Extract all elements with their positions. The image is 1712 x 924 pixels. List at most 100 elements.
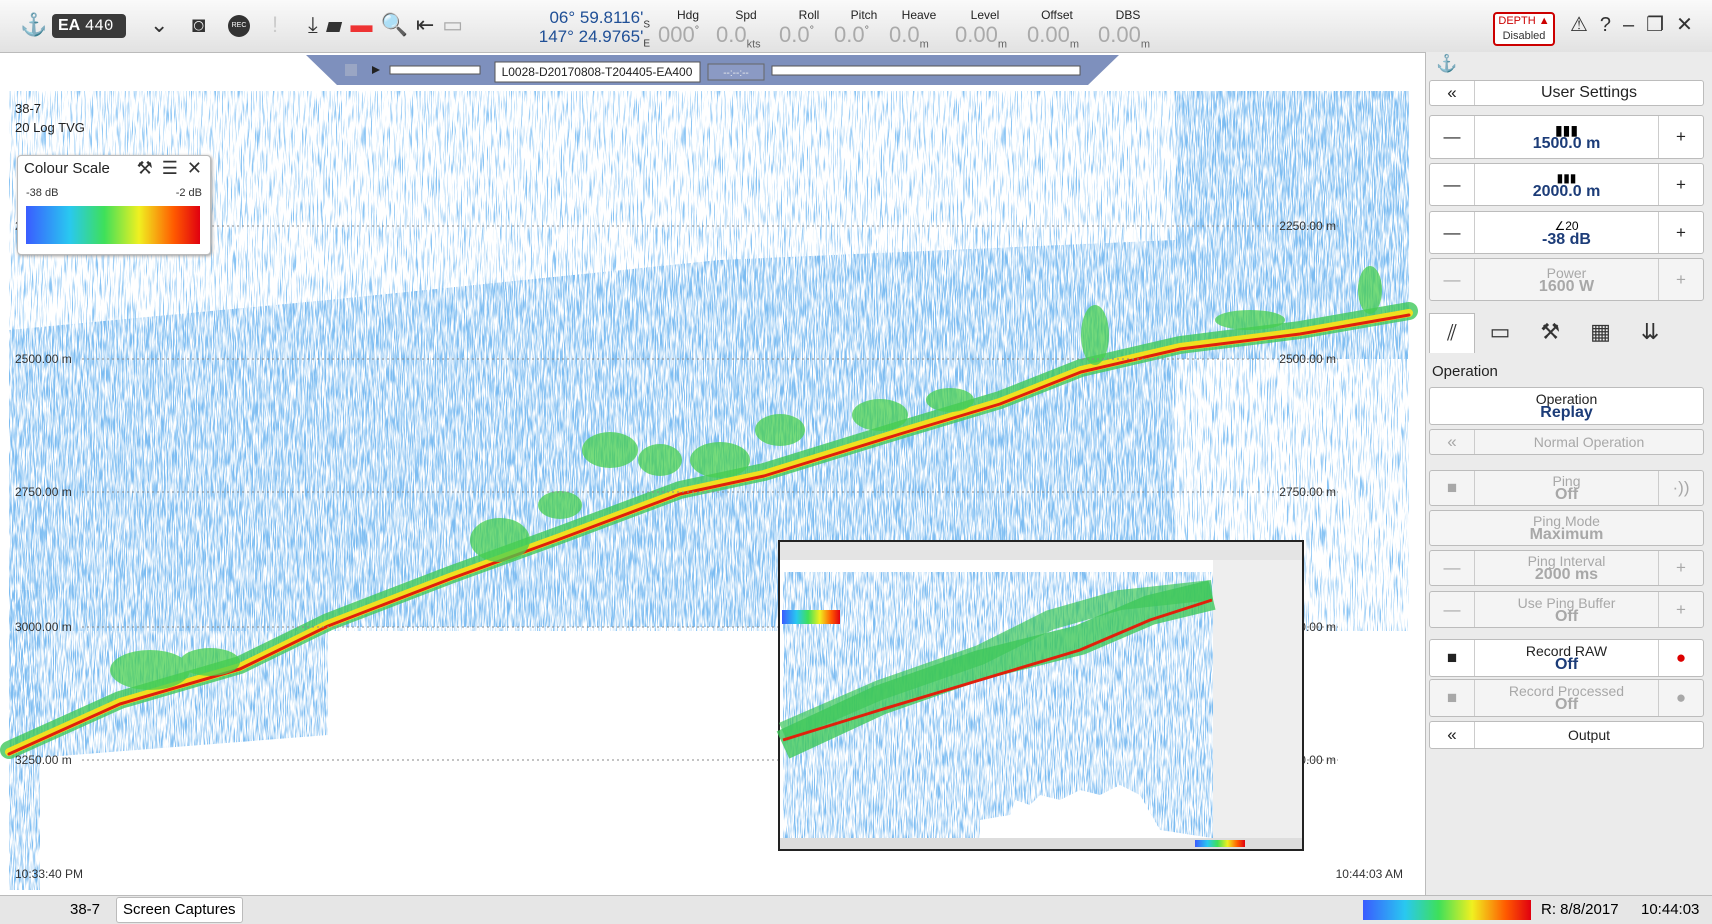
colour-scale-max: -2 dB <box>176 187 202 199</box>
field-unit: kts <box>747 38 761 50</box>
gain[interactable]: —∠20-38 dB+ <box>1429 211 1704 254</box>
tool-icons[interactable]: ⤓▰▬🔍⇤▭ <box>308 12 471 38</box>
depth-label-left: 3250.00 m <box>15 753 72 767</box>
field-unit: ° <box>810 25 814 37</box>
button-value: Off <box>1555 488 1578 502</box>
field-unit: m <box>998 38 1007 50</box>
range[interactable]: —▮▮▮1500.0 m+ <box>1429 115 1704 159</box>
start-range-value: 2000.0 m <box>1533 185 1601 199</box>
button-text: Ping Interval2000 ms <box>1475 551 1658 585</box>
side-panel: ⚓ «User Settings —▮▮▮1500.0 m+ —▮▮▮2000.… <box>1425 52 1712 895</box>
button-text: OperationReplay <box>1430 388 1703 424</box>
button-icon: ·)) <box>1658 471 1703 505</box>
colour-scale-title: Colour Scale <box>24 160 110 177</box>
button-value: Maximum <box>1530 528 1604 542</box>
depth-label-left: 3000.00 m <box>15 620 72 634</box>
end-time: 10:44:03 AM <box>1336 867 1403 881</box>
button-label: Normal Operation <box>1534 435 1645 449</box>
panel-button[interactable]: « Normal Operation <box>1429 429 1704 455</box>
lon-hemisphere: E <box>643 38 650 49</box>
button-icon: — <box>1430 592 1475 627</box>
replay-bar: L0028-D20170808-T204405-EA400 --:--:-- <box>306 55 1119 85</box>
field-value: 0.0° <box>834 22 869 48</box>
button-icon: ● <box>1658 680 1703 716</box>
section-title: Operation <box>1432 363 1498 380</box>
pin-icon[interactable]: ⚓ <box>1436 54 1457 74</box>
button-icon: ■ <box>1430 680 1475 716</box>
depth-alarm-label: DEPTH ▲ <box>1495 14 1553 29</box>
rec-icon[interactable]: REC <box>228 15 250 37</box>
button-value: Replay <box>1540 406 1592 420</box>
depth-label-right: 2250.00 m <box>1279 219 1336 233</box>
button-icon: « <box>1430 430 1475 454</box>
replay-file: L0028-D20170808-T204405-EA400 <box>502 65 693 79</box>
start-time: 10:33:40 PM <box>15 867 83 881</box>
tabs[interactable]: ⫽ ▭⚒▦⇊ <box>1429 313 1704 353</box>
model-badge[interactable]: EA 440 <box>52 14 126 38</box>
field-number: 0.00 <box>1027 22 1070 47</box>
button-value: Off <box>1555 610 1578 624</box>
button-label: Output <box>1568 728 1610 742</box>
model: 440 <box>85 17 114 35</box>
field-value: 0.00m <box>1098 22 1150 50</box>
depth-label-right: 2750.00 m <box>1279 485 1336 499</box>
button-icon: + <box>1658 551 1703 585</box>
button-icon: + <box>1658 592 1703 627</box>
status-tab[interactable]: Screen Captures <box>116 897 243 923</box>
colour-scale[interactable]: Colour Scale ⚒ ☰ ✕ -38 dB -2 dB <box>17 155 211 255</box>
range-value: 1500.0 m <box>1533 137 1601 151</box>
start-range[interactable]: —▮▮▮2000.0 m+ <box>1429 163 1704 206</box>
alert-icon[interactable]: ! <box>272 12 278 38</box>
field-unit: m <box>1141 38 1150 50</box>
gain-value: -38 dB <box>1542 233 1591 247</box>
channel: 38-7 <box>15 101 41 116</box>
panel-button[interactable]: «Output <box>1429 721 1704 749</box>
depth-label-right: 2500.00 m <box>1279 352 1336 366</box>
depth-alarm-state: Disabled <box>1495 29 1553 44</box>
menu-icon[interactable]: ⌄ <box>150 12 168 38</box>
tvg: 20 Log TVG <box>15 120 85 135</box>
field-number: 0.00 <box>1098 22 1141 47</box>
window-icons[interactable]: ⚠?–❐✕ <box>1570 12 1705 37</box>
button-icon: ● <box>1658 640 1703 676</box>
field-number: 0.0 <box>834 22 865 47</box>
field-label: Level <box>950 8 1020 22</box>
field-number: 0.00 <box>955 22 998 47</box>
depth-label: DEPTH <box>1498 15 1535 27</box>
colour-scale-bar <box>26 206 200 244</box>
depth-alarm[interactable]: DEPTH ▲ Disabled <box>1493 12 1555 46</box>
replay-clock: 10:44:03 <box>1641 901 1699 918</box>
button-text: Output <box>1475 722 1703 748</box>
field-unit: m <box>1070 38 1079 50</box>
latitude: 06° 59.8116' <box>549 8 643 27</box>
field-unit: ° <box>865 25 869 37</box>
colour-scale-min: -38 dB <box>26 187 58 199</box>
field-number: 0.0 <box>716 22 747 47</box>
colour-scale-buttons[interactable]: ⚒ ☰ ✕ <box>137 158 204 179</box>
button-value: Off <box>1555 698 1578 712</box>
field-number: 000 <box>658 22 695 47</box>
app-icon[interactable]: ⚓ <box>20 12 47 38</box>
button-text: PingOff <box>1475 471 1658 505</box>
field-value: 000° <box>658 22 699 48</box>
field-value: 0.00m <box>1027 22 1079 50</box>
depth-label-left: 2750.00 m <box>15 485 72 499</box>
field-number: 0.0 <box>889 22 920 47</box>
user-settings[interactable]: «User Settings <box>1429 80 1704 106</box>
button-value: Off <box>1555 658 1578 672</box>
camera-icon[interactable]: ◙ <box>192 12 205 38</box>
user-settings-title: User Settings <box>1541 86 1637 100</box>
inset-screenshot <box>779 541 1303 850</box>
field-value: 0.0m <box>889 22 929 50</box>
